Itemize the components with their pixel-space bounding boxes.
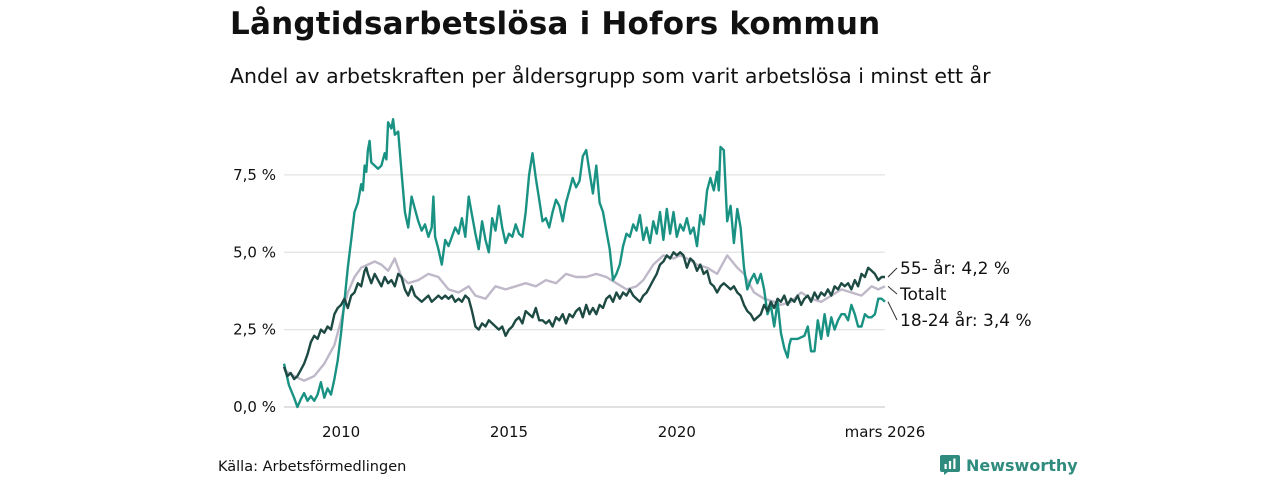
newsworthy-logo-icon	[940, 455, 960, 475]
series-labels: Totalt 18-24 år: 3,4 % 55- år: 4,2 %	[887, 258, 1032, 331]
y-tick-label: 0,0 %	[233, 398, 276, 416]
series-label: 18-24 år: 3,4 %	[900, 310, 1032, 331]
series-line-0	[283, 254, 886, 382]
y-tick-label: 7,5 %	[233, 166, 276, 184]
series-lines	[282, 118, 886, 409]
series-label-connector	[887, 285, 898, 295]
x-tick-label: 2020	[658, 423, 696, 441]
brand-name: Newsworthy	[966, 455, 1078, 475]
x-tick-label: 2010	[322, 423, 360, 441]
series-label: Totalt	[899, 285, 947, 305]
brand-logo[interactable]: Newsworthy	[940, 455, 1078, 475]
source-note: Källa: Arbetsförmedlingen	[218, 459, 407, 475]
y-tick-label: 2,5 %	[233, 321, 276, 339]
x-tick-label: 2015	[490, 423, 528, 441]
chart-subtitle: Andel av arbetskraften per åldersgrupp s…	[230, 64, 991, 88]
series-label: 55- år: 4,2 %	[900, 258, 1010, 279]
gridlines	[284, 174, 885, 408]
x-axis-ticks: 2010 2015 2020 mars 2026	[322, 423, 925, 441]
series-line-1	[282, 118, 886, 409]
series-label-connector	[887, 301, 898, 321]
series-line-2	[282, 251, 885, 381]
series-label-connector	[887, 267, 898, 278]
chart-title: Långtidsarbetslösa i Hofors kommun	[230, 6, 881, 42]
x-tick-label: mars 2026	[845, 423, 926, 441]
y-tick-label: 5,0 %	[233, 243, 276, 261]
y-axis-ticks: 0,0 % 2,5 % 5,0 % 7,5 %	[233, 166, 276, 416]
